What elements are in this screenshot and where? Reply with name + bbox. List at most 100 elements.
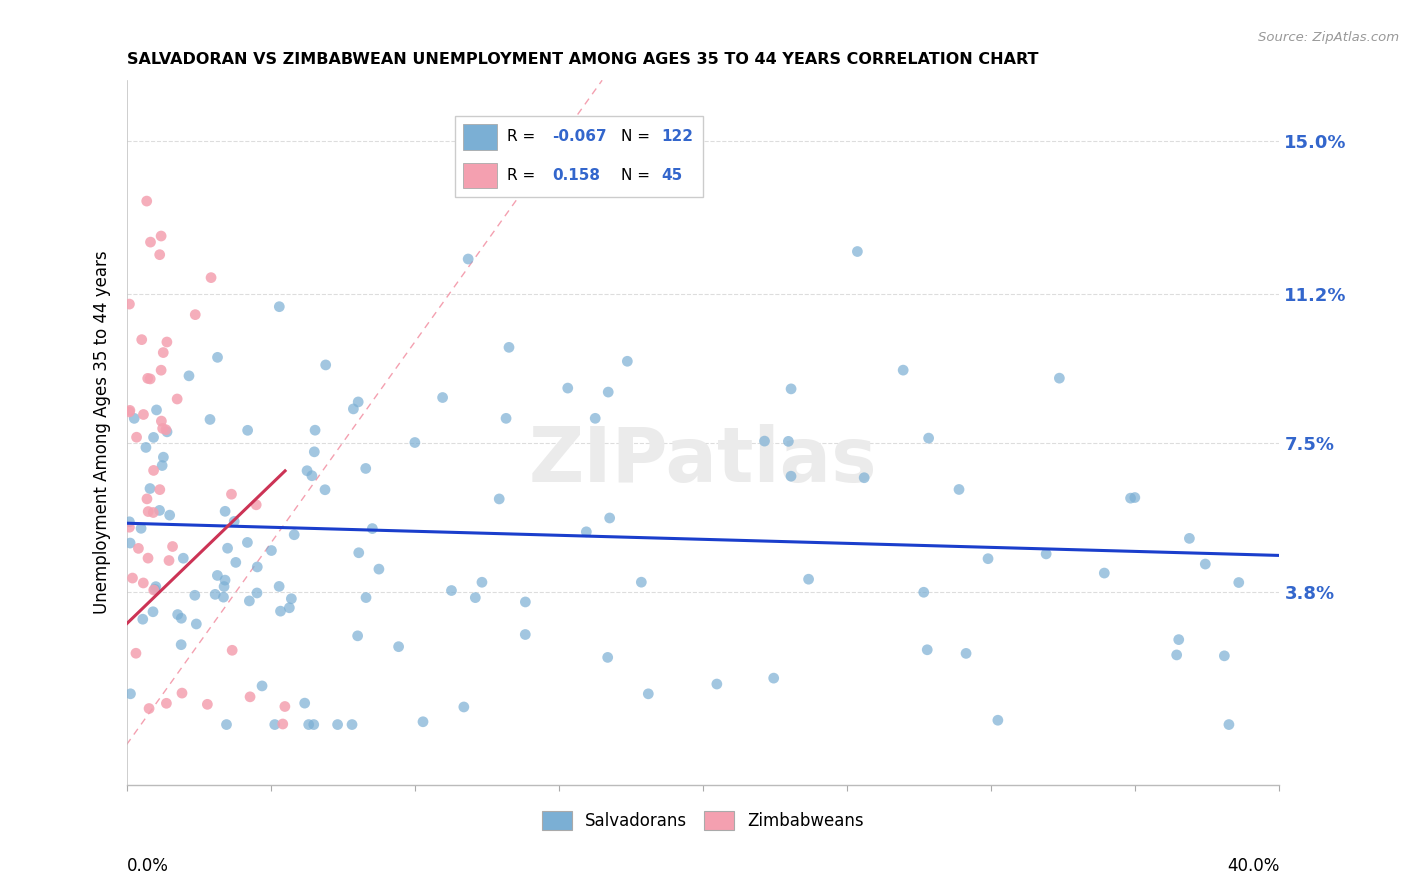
Point [142, 506, 165, 520]
Point [245, 498, 267, 512]
Point [315, 358, 337, 372]
Point [215, 717, 238, 731]
Point [778, 434, 800, 449]
Point [156, 425, 179, 439]
Point [440, 583, 463, 598]
Point [1047, 371, 1070, 385]
Point [347, 395, 370, 409]
Point [342, 401, 364, 416]
Point [361, 522, 384, 536]
Point [754, 434, 776, 449]
Point [295, 464, 318, 478]
Point [155, 423, 177, 437]
Point [150, 363, 173, 377]
Point [131, 333, 153, 347]
Point [575, 524, 598, 539]
Point [120, 687, 142, 701]
Point [987, 713, 1010, 727]
Point [304, 445, 326, 459]
Point [221, 487, 243, 501]
Text: R =: R = [508, 168, 540, 183]
Point [207, 568, 229, 582]
Y-axis label: Unemployment Among Ages 35 to 44 years: Unemployment Among Ages 35 to 44 years [93, 251, 111, 615]
Point [214, 504, 236, 518]
Point [170, 686, 193, 700]
Point [204, 587, 226, 601]
Point [780, 469, 803, 483]
Point [145, 580, 167, 594]
Point [246, 586, 269, 600]
Point [1092, 566, 1115, 580]
Point [138, 701, 160, 715]
Point [250, 679, 273, 693]
Point [166, 607, 188, 622]
Point [464, 591, 486, 605]
Point [1218, 717, 1240, 731]
Text: R =: R = [508, 129, 540, 145]
Point [412, 714, 434, 729]
Point [139, 482, 162, 496]
FancyBboxPatch shape [463, 162, 498, 188]
Point [498, 340, 520, 354]
Text: 45: 45 [661, 168, 682, 183]
Point [152, 345, 174, 359]
Point [706, 677, 728, 691]
Point [354, 461, 377, 475]
Point [142, 463, 165, 477]
Point [149, 483, 172, 497]
Point [184, 588, 207, 602]
Text: 0.158: 0.158 [551, 168, 600, 183]
Point [238, 594, 260, 608]
Point [212, 590, 235, 604]
Point [212, 580, 235, 594]
Point [263, 717, 285, 731]
Point [177, 368, 200, 383]
Point [298, 717, 321, 731]
Point [135, 441, 157, 455]
Point [198, 412, 221, 426]
Point [637, 687, 659, 701]
Point [221, 643, 243, 657]
Point [891, 363, 914, 377]
Point [142, 582, 165, 597]
Point [150, 458, 173, 473]
Point [132, 612, 155, 626]
Point [630, 575, 652, 590]
Point [488, 491, 510, 506]
Point [762, 671, 785, 685]
Point [170, 638, 193, 652]
Point [955, 647, 977, 661]
Point [139, 235, 162, 249]
Point [118, 405, 141, 419]
Point [583, 411, 606, 425]
Point [797, 572, 820, 586]
Point [136, 371, 159, 385]
Point [368, 562, 391, 576]
Point [136, 551, 159, 566]
Point [453, 700, 475, 714]
Point [225, 555, 247, 569]
Text: N =: N = [621, 168, 655, 183]
Point [152, 421, 174, 435]
Point [432, 391, 454, 405]
Point [156, 334, 179, 349]
Point [1194, 557, 1216, 571]
Point [118, 403, 141, 417]
Point [149, 248, 172, 262]
Point [150, 414, 173, 428]
FancyBboxPatch shape [456, 116, 703, 196]
Point [184, 308, 207, 322]
Point [118, 520, 141, 534]
Point [326, 717, 349, 731]
Point [495, 411, 517, 425]
Point [1119, 491, 1142, 505]
Point [1035, 547, 1057, 561]
Point [302, 717, 325, 731]
Point [280, 591, 302, 606]
Point [217, 541, 239, 556]
Point [278, 600, 301, 615]
Point [127, 541, 149, 556]
Point [157, 553, 180, 567]
Point [347, 546, 370, 560]
Point [162, 540, 184, 554]
